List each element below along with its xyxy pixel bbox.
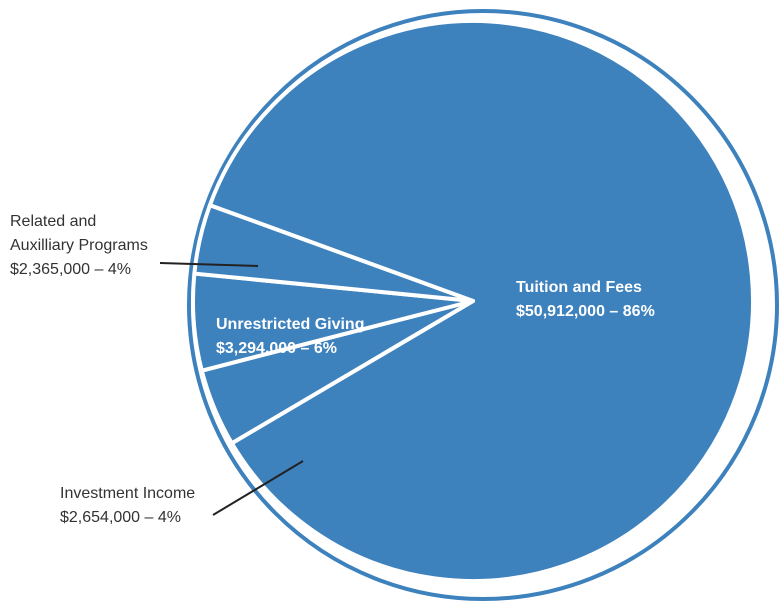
slice-label-related-line2: Auxilliary Programs: [10, 237, 148, 254]
slice-label-investment-income: Investment Income: [60, 485, 195, 502]
slice-label-tuition: Tuition and Fees: [516, 279, 642, 296]
slice-value-investment-income: $2,654,000 – 4%: [60, 509, 181, 526]
pie-slices: [193, 21, 753, 581]
slice-label-related-line1: Related and: [10, 213, 96, 230]
slice-value-unrestricted-giving: $3,294,000 – 6%: [216, 340, 337, 357]
slice-value-tuition: $50,912,000 – 86%: [516, 303, 655, 320]
slice-label-unrestricted-giving: Unrestricted Giving: [216, 316, 364, 333]
slice-value-related: $2,365,000 – 4%: [10, 261, 131, 278]
